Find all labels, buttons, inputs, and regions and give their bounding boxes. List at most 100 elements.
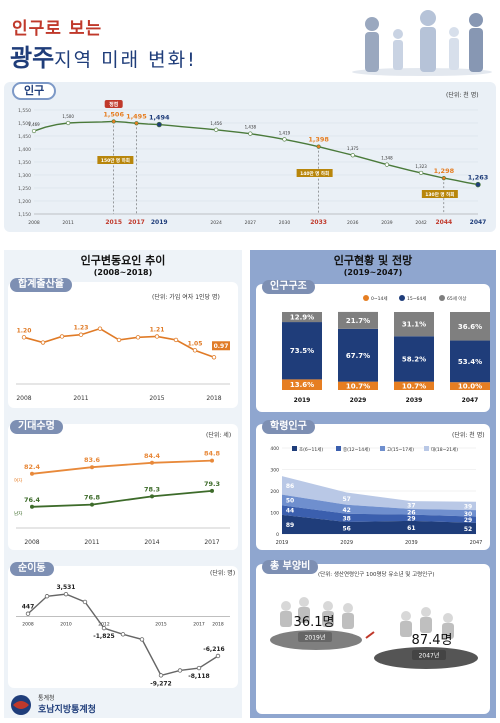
fertility-point	[192, 348, 198, 353]
family-illustration	[352, 10, 492, 76]
migration-point-label: -6,216	[203, 646, 224, 653]
structure-bar-segment	[394, 336, 434, 382]
life-point	[150, 460, 154, 465]
right-panel-header: 인구현황 및 전망 (2019~2047)	[250, 252, 496, 277]
structure-bar-label: 73.5%	[290, 347, 314, 355]
school-value-label: 39	[464, 503, 472, 510]
life-point	[90, 465, 94, 470]
life-unit: (단위: 세)	[206, 432, 232, 439]
migration-unit: (단위: 명)	[210, 570, 236, 577]
structure-legend-label: 15~64세	[407, 295, 426, 302]
life-series-name: 남자	[14, 510, 23, 517]
school-value-label: 89	[286, 522, 294, 529]
agency-small: 통계청	[38, 695, 55, 702]
life-point	[90, 502, 94, 507]
fertility-point	[21, 335, 27, 340]
fertility-chart: 2008 2011 2015 2018 1.20 1.23 1.21 1.05 0.97	[16, 325, 230, 402]
left-header-title: 인구변동요인 추이	[80, 254, 166, 267]
structure-bar-label: 31.1%	[402, 321, 426, 329]
structure-label: 인구구조	[262, 280, 315, 294]
person-head-icon	[323, 601, 333, 611]
population-xtick-label: 2044	[435, 219, 452, 226]
structure-bar-segment	[450, 382, 490, 390]
life-xtick-label: 2011	[84, 539, 99, 546]
school-legend-label: 고(15~17세)	[387, 446, 414, 453]
school-xtick-label: 2019	[276, 540, 289, 546]
person-body-icon	[342, 613, 354, 629]
fertility-label: 합계출산율	[10, 278, 72, 292]
population-point	[475, 181, 481, 188]
person-body-icon	[280, 611, 292, 627]
person-head-icon	[421, 607, 431, 617]
structure-xtick-label: 2029	[350, 397, 367, 404]
population-point	[248, 131, 253, 136]
fertility-last-badge	[212, 341, 230, 351]
migration-point	[196, 665, 202, 671]
structure-bar-segment	[450, 340, 490, 383]
fertility-xtick-label: 2008	[16, 395, 31, 402]
population-xtick-label: 2027	[245, 220, 257, 226]
structure-legend-label: 0~14세	[371, 295, 388, 302]
migration-point-label: 3,531	[57, 584, 76, 591]
fertility-point	[154, 334, 160, 339]
population-xtick-label: 2047	[470, 219, 487, 226]
person-head-icon	[401, 611, 411, 621]
school-xtick-label: 2029	[340, 540, 353, 546]
population-xtick-label: 2008	[28, 220, 40, 226]
person-head-icon	[443, 613, 453, 623]
structure-legend-swatch	[363, 295, 369, 301]
peak-badge-label: 정점	[109, 101, 119, 108]
population-point	[66, 120, 71, 126]
population-xtick-label: 2019	[151, 219, 168, 226]
population-xtick-label: 2039	[381, 220, 393, 226]
agency-name: 호남지방통계청	[38, 705, 96, 715]
dependency-year-badge-2047	[412, 650, 446, 660]
structure-bar-label: 36.6%	[458, 323, 482, 331]
population-point	[31, 128, 37, 134]
migration-label: 순이동	[10, 562, 54, 576]
migration-xtick-label: 2017	[193, 622, 205, 628]
right-header-title: 인구현황 및 전망	[333, 254, 413, 267]
dependency-unit: (단위: 생산연령인구 100명당 유소년 및 고령인구)	[318, 572, 435, 578]
threshold-box-label: 140만 명 하회	[300, 170, 329, 177]
school-area-layer	[282, 514, 476, 534]
school-legend-label: 초(6~11세)	[299, 446, 323, 453]
fertility-xtick-label: 2018	[206, 395, 221, 402]
person-body-icon	[322, 611, 334, 627]
life-point	[30, 471, 34, 476]
fertility-unit: (단위: 가임 여자 1인당 명)	[152, 294, 220, 301]
structure-bar-segment	[394, 312, 434, 337]
population-point	[214, 127, 219, 132]
migration-point	[82, 599, 88, 605]
fertility-point-label: 1.05	[188, 340, 203, 347]
dependency-value-2019: 36.1명	[294, 615, 335, 630]
structure-bar-label: 67.7%	[346, 352, 370, 360]
school-value-label: 38	[342, 515, 350, 522]
population-ytick-label: 1,200	[18, 199, 31, 205]
population-point	[441, 176, 446, 181]
structure-bar-segment	[282, 322, 322, 380]
migration-point	[101, 625, 107, 631]
population-point-label: 1,494	[149, 114, 170, 122]
title-big: 광주	[10, 44, 55, 72]
population-point	[111, 119, 116, 124]
title-rest: 지역 미래 변화!	[54, 49, 197, 71]
migration-point	[177, 668, 183, 673]
dependency-year-badge-2019	[298, 632, 332, 642]
life-label: 기대수명	[10, 420, 63, 434]
structure-bar-segment	[282, 312, 322, 323]
population-ytick-label: 1,400	[18, 147, 31, 153]
person-head-icon	[343, 603, 353, 613]
right-header-period: (2019~2047)	[343, 268, 403, 277]
dependency-plus-icon	[365, 631, 375, 639]
population-point-label: 1,438	[245, 125, 257, 130]
population-ytick-label: 1,350	[18, 160, 31, 166]
life-series-line	[31, 489, 213, 508]
population-ytick-label: 1,500	[18, 121, 31, 127]
fertility-point	[173, 337, 179, 343]
population-ytick-label: 1,150	[18, 212, 31, 218]
structure-bar-label: 10.0%	[458, 383, 482, 391]
population-point	[134, 121, 139, 126]
structure-legend-label: 65세 이상	[447, 295, 467, 302]
